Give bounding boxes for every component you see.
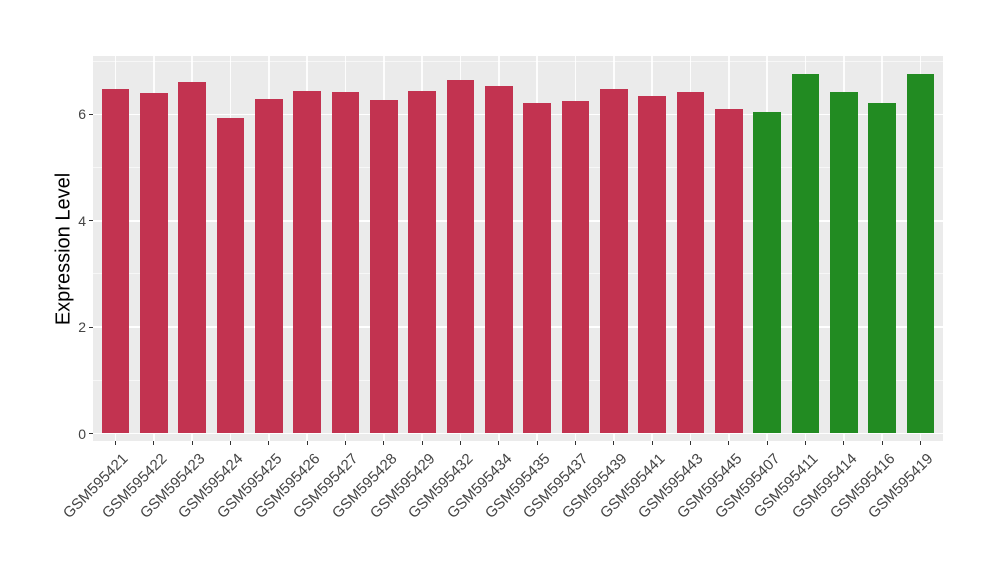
plot-panel: [93, 56, 943, 441]
bar: [101, 89, 130, 434]
x-tick-mark: [421, 441, 423, 445]
x-tick-mark: [229, 441, 232, 445]
bar: [906, 74, 935, 434]
y-tick-mark: [89, 220, 93, 222]
minor-gridline: [93, 273, 943, 275]
x-tick-mark: [804, 441, 807, 445]
y-tick-label: 0: [78, 425, 86, 442]
x-tick-mark: [651, 441, 653, 445]
y-tick-mark: [89, 432, 93, 435]
bar: [446, 80, 475, 434]
bar: [523, 103, 551, 434]
x-tick-mark: [613, 441, 615, 445]
minor-gridline: [93, 167, 943, 169]
bar: [255, 98, 283, 434]
x-tick-mark: [574, 441, 577, 445]
x-tick-mark: [268, 441, 270, 445]
x-tick-mark: [498, 441, 500, 445]
x-tick-mark: [191, 441, 193, 445]
y-axis-title: Expression Level: [52, 172, 75, 326]
x-tick-mark: [728, 441, 730, 445]
major-gridline: [93, 220, 943, 222]
x-tick-mark: [536, 441, 538, 445]
y-tick-mark: [89, 113, 93, 116]
bar: [753, 111, 781, 434]
x-tick-mark: [843, 441, 845, 445]
bar: [868, 102, 896, 434]
bar: [216, 117, 245, 434]
minor-gridline: [93, 379, 943, 381]
y-tick-mark: [89, 326, 93, 328]
bar: [638, 95, 666, 434]
bar: [408, 90, 436, 434]
bar: [331, 91, 360, 434]
x-tick-mark: [306, 441, 308, 445]
x-tick-mark: [153, 441, 155, 445]
x-tick-mark: [344, 441, 347, 445]
major-gridline: [93, 326, 943, 328]
x-tick-mark: [919, 441, 922, 445]
x-tick-mark: [881, 441, 883, 445]
bar: [715, 108, 743, 434]
x-tick-mark: [383, 441, 385, 445]
bar: [178, 82, 206, 434]
major-gridline: [93, 432, 943, 435]
bar: [370, 99, 398, 434]
x-tick-mark: [114, 441, 117, 445]
x-tick-mark: [689, 441, 692, 445]
x-tick-mark: [766, 441, 768, 445]
bar: [830, 92, 858, 434]
y-tick-label: 2: [78, 319, 86, 336]
major-gridline: [93, 113, 943, 116]
bar: [293, 90, 321, 434]
bar: [140, 93, 168, 434]
minor-gridline: [93, 60, 943, 62]
y-tick-label: 6: [78, 106, 86, 123]
bar: [600, 89, 628, 434]
bar: [561, 100, 590, 434]
y-tick-label: 4: [78, 212, 86, 229]
bar: [485, 86, 513, 434]
x-tick-mark: [459, 441, 462, 445]
bar: [676, 92, 705, 434]
bar: [791, 74, 820, 434]
